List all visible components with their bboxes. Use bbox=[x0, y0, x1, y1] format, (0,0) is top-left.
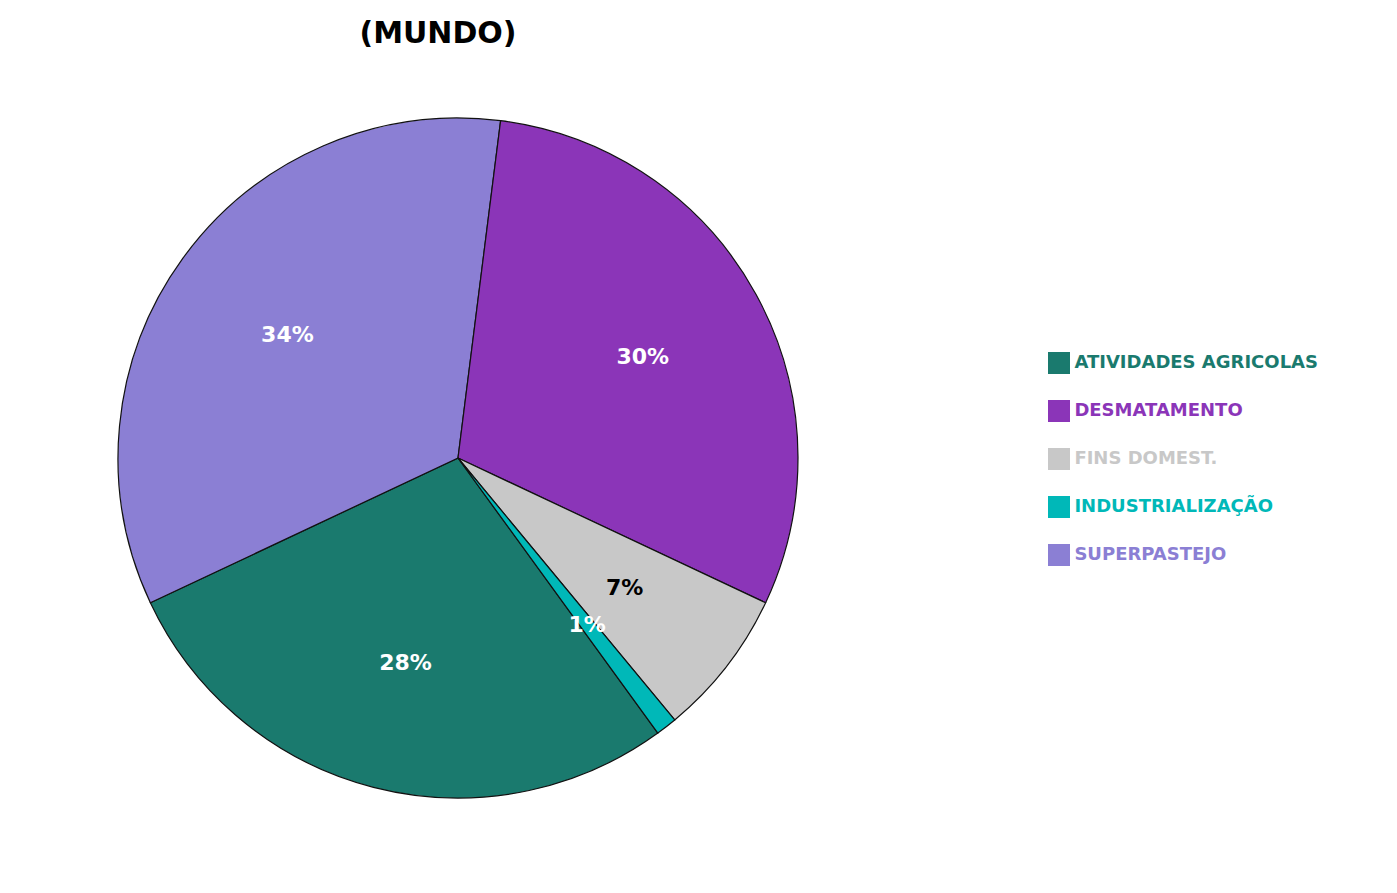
svg-text:34%: 34% bbox=[261, 322, 314, 347]
svg-text:28%: 28% bbox=[379, 650, 432, 675]
svg-text:7%: 7% bbox=[606, 575, 643, 600]
html-text:ATIVIDADES AGRICOLAS: ATIVIDADES AGRICOLAS bbox=[1074, 351, 1318, 372]
html-text:INDUSTRIALIZAÇÃO: INDUSTRIALIZAÇÃO bbox=[1074, 495, 1273, 516]
html-text:DESMATAMENTO: DESMATAMENTO bbox=[1074, 399, 1243, 420]
html-text:FINS DOMEST.: FINS DOMEST. bbox=[1074, 447, 1218, 468]
svg-text:1%: 1% bbox=[569, 612, 606, 637]
html-text:SUPERPASTEJO: SUPERPASTEJO bbox=[1074, 543, 1227, 564]
svg-text:30%: 30% bbox=[616, 344, 669, 369]
html-text:(MUNDO): (MUNDO) bbox=[359, 15, 517, 50]
